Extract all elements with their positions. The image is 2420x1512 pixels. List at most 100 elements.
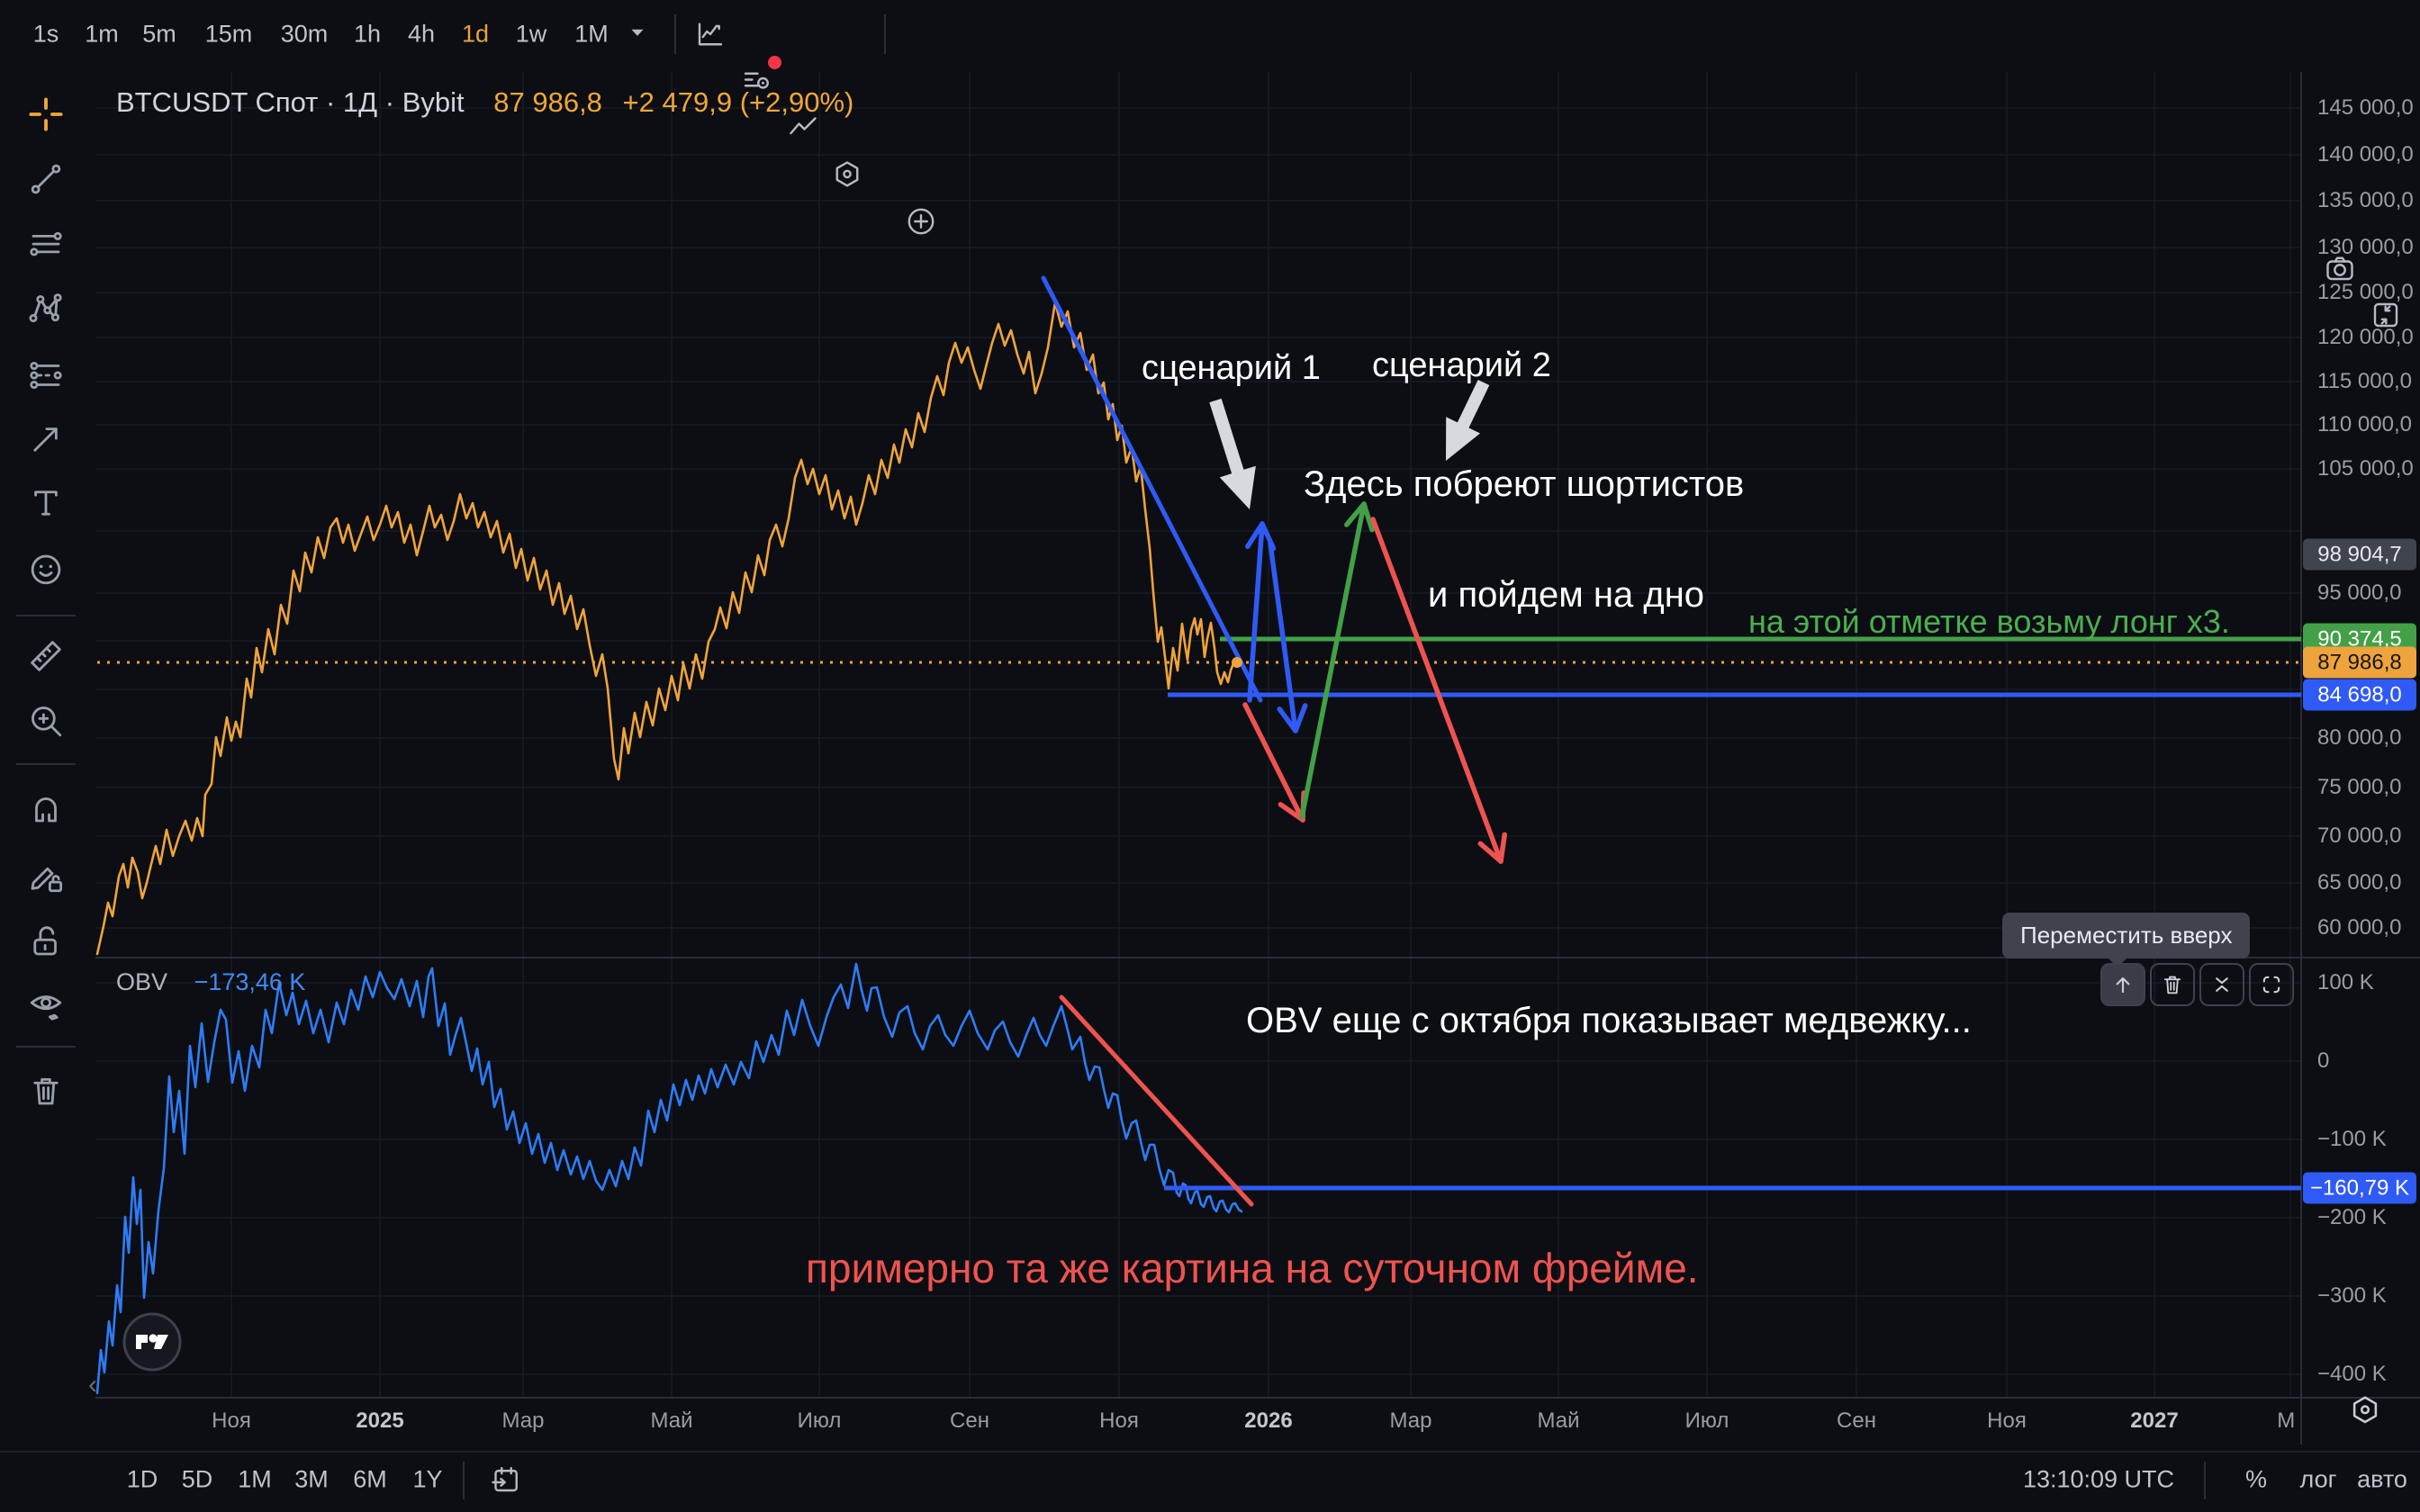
auto-scale-button[interactable]: авто [2357,1465,2407,1493]
remove-drawings-tool[interactable] [21,1066,71,1116]
range-3M[interactable]: 3M [294,1465,329,1493]
timeframe-menu-caret[interactable] [626,21,649,49]
indicators-button[interactable] [733,56,781,104]
add-symbol-button[interactable] [898,198,944,245]
timeframe-1w[interactable]: 1w [515,20,547,48]
compare-icon [790,117,817,135]
obv-legend[interactable]: OBV −173,46 K [116,968,305,996]
tradingview-logo[interactable] [122,1311,183,1377]
xabcd-pattern-tool[interactable] [21,284,71,334]
percent-scale-button[interactable]: % [2244,1465,2268,1493]
annotation-shave-shorts[interactable]: Здесь побреют шортистов [1304,464,1745,504]
chart-layout-button[interactable] [687,11,734,58]
time-axis[interactable]: Ноя 2025 Мар Май Июл Сен Ноя 2026 Мар Май Июл Сен Но… [95,1398,2296,1444]
timeframe-4h[interactable]: 4h [407,20,436,48]
xabcd-pattern-icon [29,293,62,323]
price-badge: 98 904,7 [2303,538,2416,571]
annotation-same-picture[interactable]: примерно та же картина на суточном фрейм… [806,1245,1699,1292]
timeframe-15m[interactable]: 15m [204,20,253,48]
exit-fullscreen-button[interactable] [2362,292,2409,338]
plus-circle-icon [908,208,935,235]
annotation-scenario2[interactable]: сценарий 2 [1372,346,1551,384]
timezone-settings-gear-icon[interactable] [2348,1393,2382,1432]
compare-button[interactable] [780,104,826,151]
axis-tick-label: 130 000,0 [2317,235,2414,259]
trash-icon [2163,976,2181,994]
axis-tick-label: 125 000,0 [2317,280,2414,304]
obv-legend-title[interactable]: OBV [116,968,168,995]
ruler-icon [31,641,61,671]
ruler-tool[interactable] [21,631,71,681]
time-tick-label: 2025 [356,1408,404,1433]
symbol-header[interactable]: BTCUSDT Спот · 1Д · Bybit 87 986,8 +2 47… [116,86,853,119]
crosshair-icon [29,97,63,131]
toolbar-separator [2204,1462,2206,1499]
zoom-in-tool[interactable] [21,696,71,746]
price-badge: 87 986,8 [2303,646,2416,679]
chart-settings-button[interactable] [824,151,871,198]
symbol-title[interactable]: BTCUSDT Спот · 1Д · Bybit [116,86,465,118]
log-scale-button[interactable]: лог [2299,1465,2337,1493]
axis-tick-label: 70 000,0 [2317,824,2402,848]
range-1D[interactable]: 1D [126,1465,158,1493]
draw-lock-icon [31,867,63,893]
time-tick-label: Май [650,1408,693,1433]
caret-down-icon [631,29,644,36]
delete-pane-button[interactable] [2150,963,2195,1006]
annotation-obv-bearish[interactable]: OBV еще с октября показывает медвежку... [1246,1001,1972,1040]
toolbar-separator [884,14,886,54]
time-tick-label: 2026 [1244,1408,1293,1433]
trend-line-tool[interactable] [21,154,71,204]
timeframe-30m[interactable]: 30m [280,20,329,48]
drawing-lock-tool[interactable] [21,851,71,902]
range-5D[interactable]: 5D [181,1465,213,1493]
crosshair-tool[interactable] [21,89,71,140]
lock-all-tool[interactable] [21,916,71,967]
timeframe-1M[interactable]: 1M [574,20,609,48]
text-tool[interactable] [21,478,71,528]
parallel-lines-tool[interactable] [21,220,71,270]
chevron-left-icon[interactable]: ‹ [88,1370,97,1400]
time-tick-label: Ноя [212,1408,251,1433]
price-badge: 84 698,0 [2303,679,2416,711]
axis-tick-label: 110 000,0 [2317,412,2412,436]
annotation-long-here[interactable]: на этой отметке возьму лонг х3. [1748,603,2230,640]
indicators-icon [744,72,769,89]
timeframe-1d[interactable]: 1d [461,20,490,48]
hide-drawings-tool[interactable] [21,978,71,1029]
axis-tick-label: 120 000,0 [2317,325,2414,349]
maximize-pane-button[interactable] [2249,963,2294,1006]
toolbar-separator [463,1462,465,1499]
timeframe-1h[interactable]: 1h [353,20,382,48]
arrow-tool[interactable] [21,414,71,464]
time-tick-label: Ноя [1987,1408,2027,1433]
projection-tool[interactable] [21,350,71,400]
range-1M[interactable]: 1M [238,1465,272,1493]
magnet-tool[interactable] [21,783,71,833]
clock-utc[interactable]: 13:10:09 UTC [2022,1465,2175,1493]
timeframe-1m[interactable]: 1m [85,20,119,48]
move-pane-up-button[interactable] [2100,963,2145,1006]
price-axis[interactable]: 145 000,0 140 000,0 135 000,0 130 000,0 125 … [2301,72,2420,1424]
arrow-up-icon [2116,976,2130,994]
time-tick-label: 2027 [2130,1408,2179,1433]
axis-tick-label: 65 000,0 [2317,870,2402,895]
timeframe-1s[interactable]: 1s [32,20,59,48]
axis-tick-label: 105 000,0 [2317,456,2414,481]
screenshot-button[interactable] [2316,245,2363,292]
annotation-go-bottom[interactable]: и пойдем на дно [1428,575,1705,615]
annotation-scenario1[interactable]: сценарий 1 [1142,349,1321,387]
range-6M[interactable]: 6M [353,1465,387,1493]
bottom-toolbar: 1D 5D 1M 3M 6M 1Y 13:10:09 UTC% лог авто [0,1451,2420,1512]
maximize-icon [2262,976,2280,994]
timeframe-5m[interactable]: 5m [142,20,176,48]
emoji-tool[interactable] [21,544,71,594]
axis-tick-label: 95 000,0 [2317,580,2402,605]
axis-tick-label: 135 000,0 [2317,188,2414,212]
collapse-pane-button[interactable] [2199,963,2244,1006]
time-tick-label: Май [1537,1408,1580,1433]
range-1Y[interactable]: 1Y [412,1465,443,1493]
parallel-lines-icon [30,231,62,256]
go-to-date-button[interactable] [482,1456,528,1503]
